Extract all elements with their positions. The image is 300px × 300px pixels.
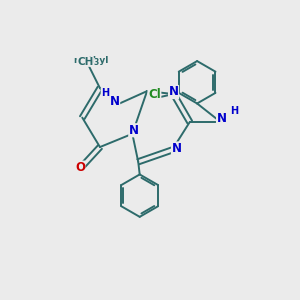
Text: methyl: methyl [74, 56, 109, 65]
Text: N: N [169, 85, 178, 98]
Text: N: N [172, 142, 182, 155]
Text: Cl: Cl [148, 88, 161, 100]
Text: N: N [110, 95, 120, 108]
Text: O: O [75, 161, 85, 174]
Text: H: H [230, 106, 238, 116]
Text: 3: 3 [94, 58, 99, 67]
Text: N: N [217, 112, 226, 125]
Text: N: N [129, 124, 139, 137]
Text: methyl: methyl [89, 61, 94, 62]
Text: CH: CH [77, 57, 93, 67]
Text: H: H [101, 88, 109, 98]
Text: methyl: methyl [87, 58, 92, 59]
